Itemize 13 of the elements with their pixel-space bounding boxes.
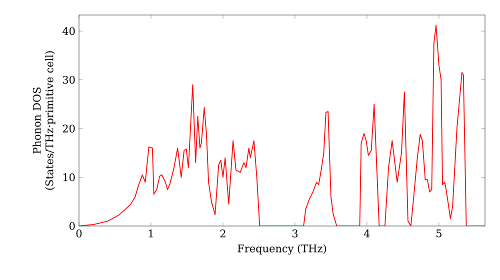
x-tick-label: 4 (364, 230, 370, 238)
x-tick-label: 0 (76, 230, 82, 238)
x-tick-label: 3 (292, 230, 298, 238)
x-tick-label: 5 (436, 230, 442, 238)
y-tick-label: 30 (62, 76, 75, 84)
x-axis-title: Frequency (THz) (238, 244, 326, 255)
y-tick-label: 0 (70, 222, 75, 230)
y-tick-label: 10 (63, 173, 75, 182)
y-tick-label: 40 (62, 27, 75, 36)
y-tick-label: 20 (62, 124, 75, 132)
x-tick-label: 1 (148, 230, 153, 238)
y-axis-title: Phonon DOS (States/THz·primitive cell) (32, 51, 56, 190)
x-tick-label: 2 (220, 230, 226, 238)
